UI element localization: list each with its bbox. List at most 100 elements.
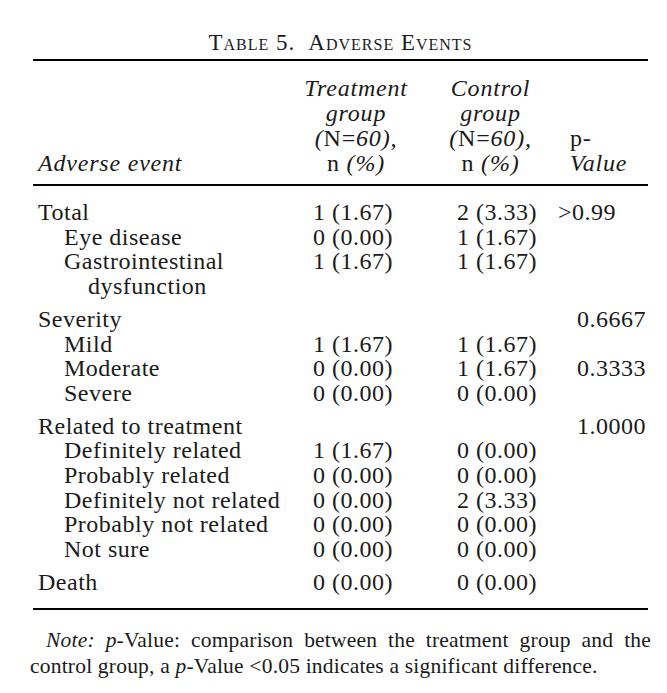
table-row: Definitely not related0 (0.00)2 (3.33) <box>33 488 648 513</box>
treatment-group-value: 0 (0.00) <box>300 225 412 250</box>
table-row: Eye disease0 (0.00)1 (1.67) <box>33 225 648 250</box>
control-group-value: 0 (0.00) <box>412 512 545 537</box>
row-label-line2: dysfunction <box>64 274 300 299</box>
treatment-group-value: 1 (1.67) <box>300 249 412 274</box>
row-label: Total <box>33 200 300 225</box>
header-line: Treatment <box>300 76 412 101</box>
table-row: Total1 (1.67)2 (3.33)>0.99 <box>33 200 648 225</box>
table-title-text: Adverse Events <box>308 30 472 55</box>
column-header-control-group: Controlgroup(N=60),n (%) <box>412 76 545 176</box>
header-line: group <box>300 101 412 126</box>
row-label-line1: Related to treatment <box>38 414 300 439</box>
treatment-group-value: 0 (0.00) <box>300 356 412 381</box>
control-group-value: 0 (0.00) <box>412 438 545 463</box>
row-label: Not sure <box>33 537 300 562</box>
row-label: Severe <box>33 381 300 406</box>
header-line: Control <box>436 76 545 101</box>
p-value: >0.99 <box>545 200 648 225</box>
row-label: Severity <box>33 307 300 332</box>
treatment-group-value: 0 (0.00) <box>300 463 412 488</box>
row-label: Gastrointestinaldysfunction <box>33 249 300 298</box>
p-value: 0.3333 <box>545 356 648 381</box>
table-row: Moderate0 (0.00)1 (1.67)0.3333 <box>33 356 648 381</box>
row-label: Definitely related <box>33 438 300 463</box>
p-value: 1.0000 <box>545 414 648 439</box>
text-segment: ( <box>315 125 324 151</box>
row-label-line1: Definitely related <box>64 438 300 463</box>
text-segment: p <box>106 628 117 652</box>
row-label-line1: Probably related <box>64 463 300 488</box>
text-segment: group <box>460 100 520 126</box>
text-segment: p- <box>570 125 592 151</box>
row-label-line1: Moderate <box>64 356 300 381</box>
table-row: Not sure0 (0.00)0 (0.00) <box>33 537 648 562</box>
row-label-line1: Total <box>38 200 300 225</box>
text-segment: ( <box>449 125 458 151</box>
row-label: Moderate <box>33 356 300 381</box>
header-line: n (%) <box>300 151 412 176</box>
table-title-label: Table 5. <box>208 30 295 55</box>
control-group-value: 0 (0.00) <box>412 537 545 562</box>
row-label-line1: Death <box>38 570 300 595</box>
control-group-value: 1 (1.67) <box>412 225 545 250</box>
table-row: Death0 (0.00)0 (0.00) <box>33 570 648 595</box>
text-segment: 60), <box>356 125 397 151</box>
control-group-value: 2 (3.33) <box>412 488 545 513</box>
text-segment <box>95 628 106 652</box>
control-group-value: 1 (1.67) <box>412 249 545 274</box>
table-row: Probably not related0 (0.00)0 (0.00) <box>33 512 648 537</box>
text-segment: Value <box>570 150 627 176</box>
row-label-line1: Probably not related <box>64 512 300 537</box>
treatment-group-value: 0 (0.00) <box>300 512 412 537</box>
row-label: Mild <box>33 332 300 357</box>
treatment-group-value: 0 (0.00) <box>300 381 412 406</box>
control-group-value: 0 (0.00) <box>412 463 545 488</box>
text-segment: 60), <box>491 125 532 151</box>
text-segment: N= <box>458 125 490 151</box>
table-row: Severity0.6667 <box>33 307 648 332</box>
column-header-p-value: p-Value <box>545 126 648 176</box>
treatment-group-value: 0 (0.00) <box>300 537 412 562</box>
control-group-value: 2 (3.33) <box>412 200 545 225</box>
header-line: n (%) <box>436 151 545 176</box>
control-group-value: 1 (1.67) <box>412 332 545 357</box>
treatment-group-value: 1 (1.67) <box>300 332 412 357</box>
table-header-row: Adverse event Treatmentgroup(N=60),n (%)… <box>33 61 648 184</box>
table-body: Total1 (1.67)2 (3.33)>0.99Eye disease0 (… <box>33 186 648 595</box>
text-segment: -Value <0.05 indicates a significant dif… <box>186 654 597 678</box>
control-group-value: 0 (0.00) <box>412 570 545 595</box>
treatment-group-value: 1 (1.67) <box>300 438 412 463</box>
text-segment: group <box>326 100 386 126</box>
control-group-value: 1 (1.67) <box>412 356 545 381</box>
text-segment: n <box>327 150 347 176</box>
bottom-rule <box>33 608 648 610</box>
paper-table-page: Table 5. Adverse Events Adverse event Tre… <box>0 0 667 693</box>
text-segment: n <box>462 150 482 176</box>
table-title: Table 5. Adverse Events <box>33 30 648 55</box>
header-line: (N=60), <box>436 126 545 151</box>
header-line: (N=60), <box>300 126 412 151</box>
table-row: Definitely related1 (1.67)0 (0.00) <box>33 438 648 463</box>
text-segment: Treatment <box>304 75 408 101</box>
table-note: Note: p-Value: comparison between the tr… <box>30 627 651 679</box>
treatment-group-value: 1 (1.67) <box>300 200 412 225</box>
row-label: Probably not related <box>33 512 300 537</box>
row-label-line1: Severe <box>64 381 300 406</box>
text-segment: (%) <box>347 150 385 176</box>
table-row: Mild1 (1.67)1 (1.67) <box>33 332 648 357</box>
treatment-group-value: 0 (0.00) <box>300 488 412 513</box>
control-group-value: 0 (0.00) <box>412 381 545 406</box>
text-segment: p <box>176 654 187 678</box>
row-label-line1: Definitely not related <box>64 488 300 513</box>
text-segment: (%) <box>481 150 519 176</box>
row-label-line1: Mild <box>64 332 300 357</box>
treatment-group-value: 0 (0.00) <box>300 570 412 595</box>
row-label-line1: Severity <box>38 307 300 332</box>
table-row: Gastrointestinaldysfunction1 (1.67)1 (1.… <box>33 249 648 298</box>
text-segment: Note: <box>46 628 95 652</box>
text-segment: Control <box>451 75 530 101</box>
row-label-line1: Eye disease <box>64 225 300 250</box>
table-row: Related to treatment 1.0000 <box>33 414 648 439</box>
column-header-adverse-event: Adverse event <box>33 151 300 176</box>
row-label: Definitely not related <box>33 488 300 513</box>
